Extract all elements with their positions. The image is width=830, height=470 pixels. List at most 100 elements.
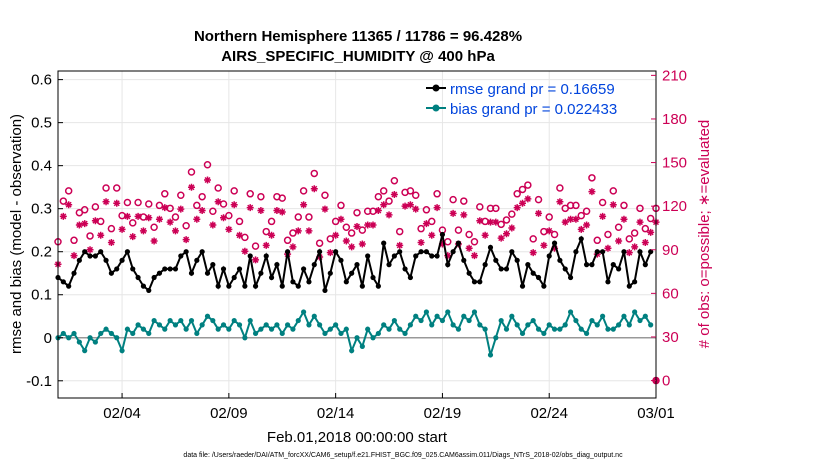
- rmse-point: [626, 283, 632, 289]
- evaluated-count-point: [305, 227, 313, 235]
- rmse-point: [423, 249, 430, 255]
- bias-point: [162, 326, 168, 332]
- rmse-point: [354, 262, 360, 268]
- evaluated-count-point: [332, 231, 340, 239]
- bias-point: [482, 326, 488, 332]
- bias-point: [71, 330, 77, 337]
- possible-count-point: [161, 190, 169, 198]
- bias-point: [242, 335, 248, 341]
- rmse-point: [146, 287, 152, 294]
- right-tick-label: 150: [662, 155, 687, 172]
- bias-point: [626, 322, 632, 328]
- possible-count-point: [209, 207, 217, 215]
- evaluated-count-point: [209, 221, 217, 229]
- evaluated-count-point: [86, 246, 94, 254]
- bias-point: [327, 326, 333, 332]
- bias-point: [215, 326, 221, 332]
- possible-count-point: [545, 213, 553, 221]
- evaluated-count-point: [438, 240, 446, 248]
- bias-point: [119, 348, 125, 354]
- evaluated-count-point: [337, 215, 345, 223]
- rmse-point: [487, 244, 494, 251]
- evaluated-count-point: [118, 225, 126, 233]
- evaluated-count-point: [380, 201, 388, 209]
- right-tick-label: 210: [662, 67, 687, 84]
- evaluated-count-point: [636, 218, 644, 226]
- evaluated-count-point: [364, 221, 372, 229]
- rmse-point: [220, 266, 227, 272]
- evaluated-count-point: [620, 215, 628, 223]
- rmse-point: [66, 283, 72, 289]
- evaluated-count-point: [246, 204, 254, 212]
- legend-bias-label: bias grand pr = 0.022433: [450, 101, 617, 118]
- rmse-point: [359, 283, 365, 289]
- bias-point: [616, 322, 622, 328]
- rmse-point: [306, 279, 312, 285]
- bias-point: [338, 330, 344, 337]
- rmse-point: [82, 249, 88, 255]
- x-tick-label: 02/14: [317, 405, 355, 422]
- rmse-point: [204, 270, 211, 276]
- evaluated-count-point: [353, 223, 361, 231]
- x-tick-label: 02/19: [424, 405, 462, 422]
- possible-count-point: [406, 187, 415, 195]
- bias-point: [98, 330, 104, 337]
- possible-count-point: [395, 227, 404, 236]
- evaluated-count-point: [278, 208, 286, 216]
- bias-line: [57, 309, 652, 356]
- possible-count-point: [112, 184, 121, 192]
- rmse-point: [263, 253, 269, 259]
- rmse-point: [375, 283, 381, 289]
- bias-point: [151, 317, 157, 324]
- rmse-point: [583, 262, 590, 268]
- evaluated-count-point: [460, 211, 468, 219]
- rmse-point: [509, 249, 515, 255]
- possible-count-point: [598, 198, 607, 207]
- rmse-point: [119, 257, 125, 263]
- rmse-point: [391, 253, 397, 259]
- evaluated-count-point: [294, 227, 302, 235]
- rmse-point: [525, 262, 531, 268]
- rmse-point: [327, 270, 333, 276]
- evaluated-count-point: [134, 212, 142, 220]
- legend: rmse grand pr = 0.16659 bias grand pr = …: [426, 81, 617, 118]
- possible-count-point: [374, 192, 383, 201]
- rmse-point: [76, 257, 82, 263]
- evaluated-count-point: [65, 201, 73, 209]
- evaluated-count-point: [641, 238, 649, 246]
- possible-count-point: [614, 223, 623, 231]
- bias-point: [82, 348, 88, 354]
- bias-point: [423, 309, 430, 315]
- evaluated-count-point: [369, 221, 377, 229]
- evaluated-count-point: [390, 191, 398, 199]
- possible-count-point: [353, 208, 361, 217]
- evaluated-count-point: [433, 204, 441, 212]
- bias-point: [541, 330, 547, 337]
- evaluated-count-point: [230, 201, 238, 209]
- rmse-point: [557, 257, 563, 263]
- y-tick-label: -0.1: [26, 373, 52, 390]
- evaluated-count-point: [625, 249, 633, 257]
- rmse-point: [370, 274, 376, 281]
- bias-point: [583, 330, 590, 337]
- possible-count-point: [267, 217, 276, 226]
- rmse-point: [130, 266, 136, 272]
- rmse-point: [535, 274, 542, 281]
- rmse-point: [199, 249, 205, 255]
- rmse-point: [471, 279, 478, 285]
- evaluated-count-point: [204, 176, 211, 184]
- rmse-point: [551, 240, 558, 246]
- rmse-point: [258, 270, 264, 276]
- rmse-point: [605, 279, 611, 285]
- evaluated-count-point: [465, 244, 473, 252]
- bias-point: [429, 322, 435, 328]
- rmse-point: [445, 262, 451, 268]
- possible-count-point: [91, 203, 100, 211]
- rmse-point: [183, 249, 189, 255]
- possible-count-point: [315, 239, 324, 247]
- bias-point: [434, 313, 440, 319]
- rmse-point: [381, 240, 387, 246]
- evaluated-count-point: [396, 241, 404, 249]
- evaluated-count-point: [81, 220, 89, 228]
- bias-point: [535, 326, 542, 332]
